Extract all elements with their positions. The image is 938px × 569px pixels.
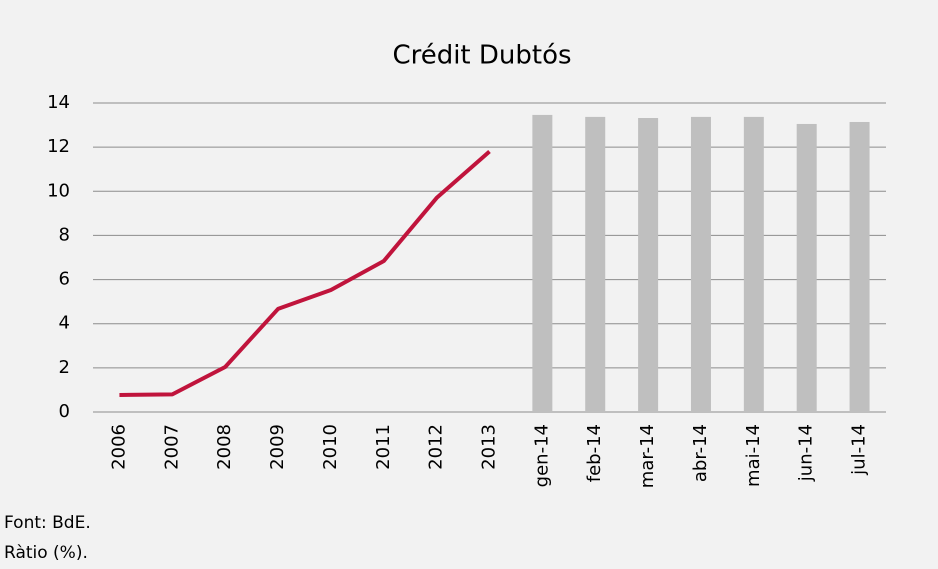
x-tick-label: 2012 <box>426 424 447 470</box>
x-tick-label: 2009 <box>267 424 288 470</box>
y-tick-label: 6 <box>59 269 70 290</box>
x-tick-label: 2013 <box>479 424 500 470</box>
y-tick-label: 4 <box>59 313 70 334</box>
x-tick-label: 2011 <box>373 424 394 470</box>
x-tick-label: feb-14 <box>584 424 605 482</box>
bar <box>638 118 659 412</box>
y-tick-label: 2 <box>59 357 70 378</box>
x-tick-label: mai-14 <box>743 424 764 487</box>
chart-title: Crédit Dubtós <box>392 41 571 71</box>
bar <box>743 116 764 412</box>
footnote: Ràtio (%). <box>4 543 88 563</box>
x-tick-label: gen-14 <box>531 424 552 487</box>
y-tick-label: 14 <box>47 92 70 113</box>
x-tick-label: jul-14 <box>849 424 870 476</box>
x-tick-label: 2008 <box>214 424 235 470</box>
bar <box>532 114 553 412</box>
bar <box>849 121 870 412</box>
x-tick-label: mar-14 <box>637 424 658 488</box>
x-tick-label: 2007 <box>161 424 182 470</box>
bar <box>690 116 711 412</box>
y-tick-label: 10 <box>47 180 70 201</box>
line <box>119 150 491 398</box>
y-tick-label: 8 <box>59 224 70 245</box>
y-tick-label: 0 <box>59 401 70 422</box>
bar <box>796 123 817 412</box>
y-tick-label: 12 <box>47 136 70 157</box>
x-tick-label: jun-14 <box>796 424 817 482</box>
x-tick-label: 2010 <box>320 424 341 470</box>
bar <box>585 116 606 412</box>
x-tick-label: 2006 <box>108 424 129 470</box>
x-tick-label: abr-14 <box>690 424 711 482</box>
footnote: Font: BdE. <box>4 513 91 533</box>
